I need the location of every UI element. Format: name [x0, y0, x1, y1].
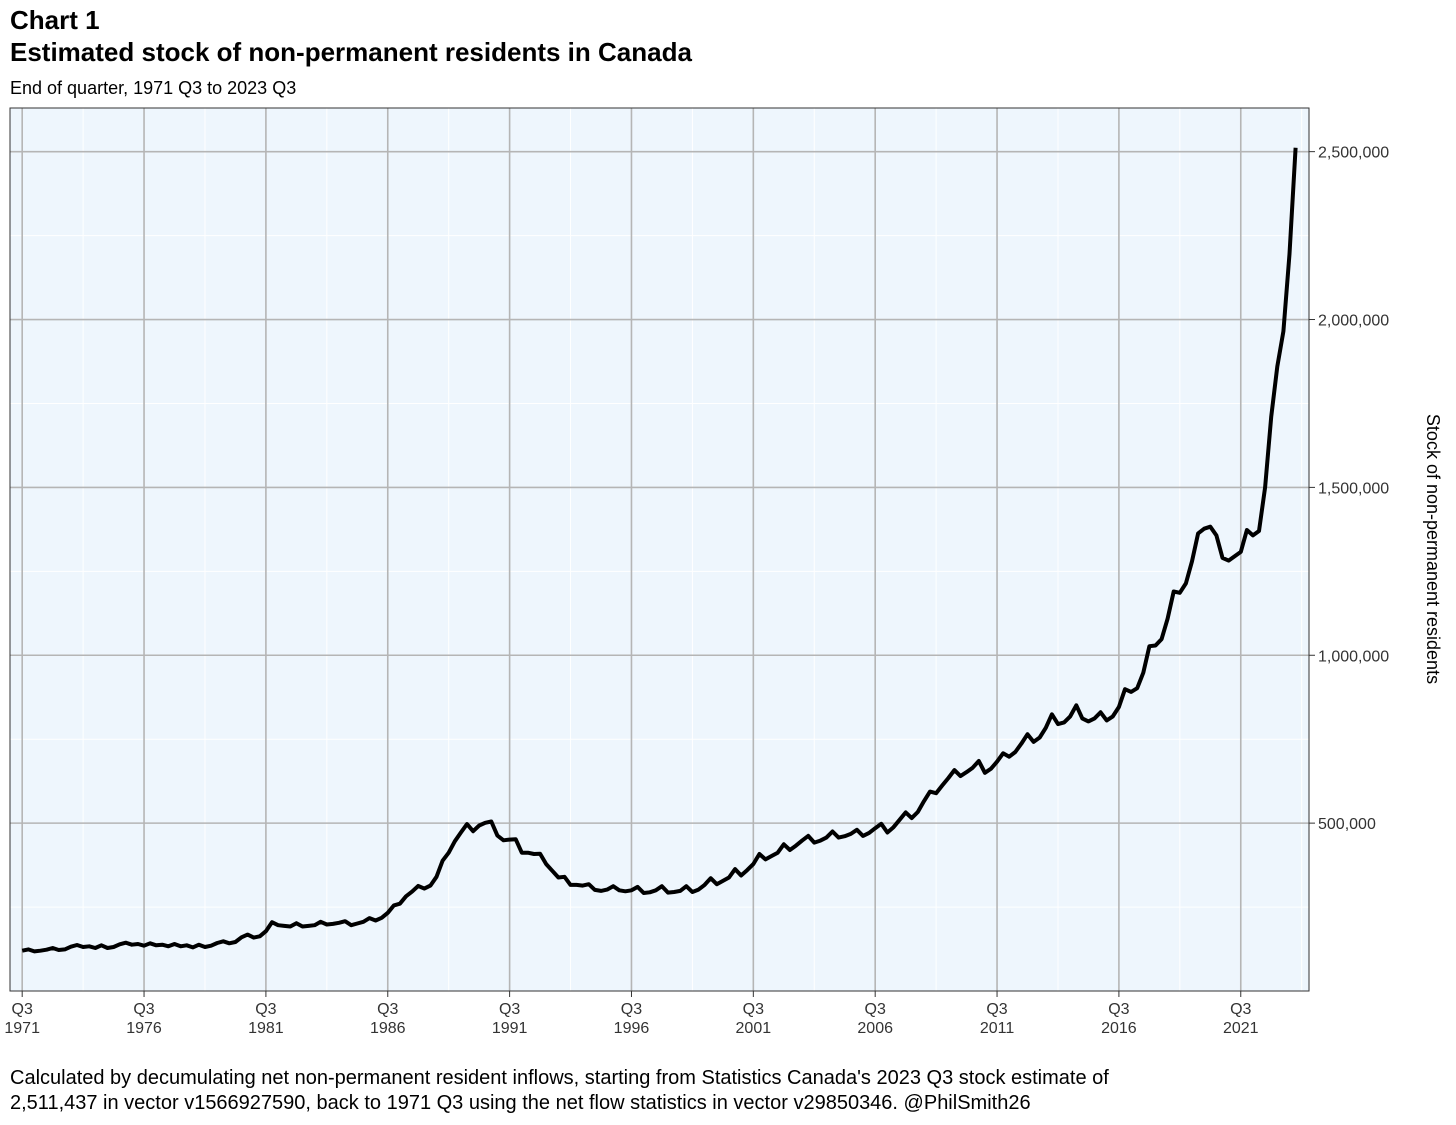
plot-panel — [10, 108, 1309, 991]
x-tick-label-year: 1991 — [492, 1020, 528, 1037]
series-layer — [21, 147, 1298, 954]
x-tick-label-year: 2016 — [1101, 1020, 1137, 1037]
x-tick-label-quarter: Q3 — [255, 1001, 276, 1018]
series-line-0 — [21, 147, 1298, 954]
x-tick-label-quarter: Q3 — [621, 1001, 642, 1018]
x-tick-label-quarter: Q3 — [865, 1001, 886, 1018]
x-axis: Q3 1971 Q3 1976 Q3 1981 Q3 1986 Q3 1991 Q3 1996 Q3 20… — [4, 991, 1259, 1037]
x-tick-label-quarter: Q3 — [986, 1001, 1007, 1018]
x-tick-label-quarter: Q3 — [1230, 1001, 1251, 1018]
y-tick-label: 500,000 — [1318, 816, 1376, 833]
caption: Calculated by decumulating net non-perma… — [10, 1066, 1430, 1116]
major-gridlines — [10, 108, 1309, 991]
y-axis-title: Stock of non-permanent residents — [1423, 414, 1443, 684]
x-tick-label-year: 1981 — [248, 1020, 284, 1037]
chart-number: Chart 1 — [10, 5, 100, 35]
y-tick-label: 1,500,000 — [1318, 480, 1389, 497]
x-tick-label-year: 2011 — [980, 1020, 1015, 1037]
x-tick-label-year: 1971 — [4, 1020, 40, 1037]
x-tick-label-year: 2001 — [736, 1020, 772, 1037]
x-tick-label-quarter: Q3 — [499, 1001, 520, 1018]
caption-line-2: 2,511,437 in vector v1566927590, back to… — [10, 1092, 1031, 1114]
x-tick-label-year: 2006 — [857, 1020, 893, 1037]
chart-subtitle: End of quarter, 1971 Q3 to 2023 Q3 — [10, 78, 297, 98]
x-tick-label-quarter: Q3 — [133, 1001, 154, 1018]
x-tick-label-year: 2021 — [1223, 1020, 1259, 1037]
x-tick-label-year: 1996 — [614, 1020, 650, 1037]
caption-line-1: Calculated by decumulating net non-perma… — [10, 1067, 1109, 1089]
x-tick-label-quarter: Q3 — [12, 1001, 33, 1018]
y-tick-label: 1,000,000 — [1318, 648, 1389, 665]
y-axis: 500,000 1,000,000 1,500,000 2,000,000 2,500,… — [1309, 145, 1389, 833]
line-chart: Q3 1971 Q3 1976 Q3 1981 Q3 1986 Q3 1991 Q3 1996 Q3 20… — [4, 107, 1443, 1037]
x-tick-label-year: 1976 — [126, 1020, 162, 1037]
x-tick-label-quarter: Q3 — [377, 1001, 398, 1018]
chart-title: Estimated stock of non-permanent residen… — [10, 37, 692, 67]
x-tick-label-quarter: Q3 — [1108, 1001, 1129, 1018]
y-tick-label: 2,000,000 — [1318, 313, 1389, 330]
plot-border — [9, 107, 1310, 992]
x-tick-label-year: 1986 — [370, 1020, 406, 1037]
x-tick-label-quarter: Q3 — [743, 1001, 764, 1018]
y-tick-label: 2,500,000 — [1318, 145, 1389, 162]
